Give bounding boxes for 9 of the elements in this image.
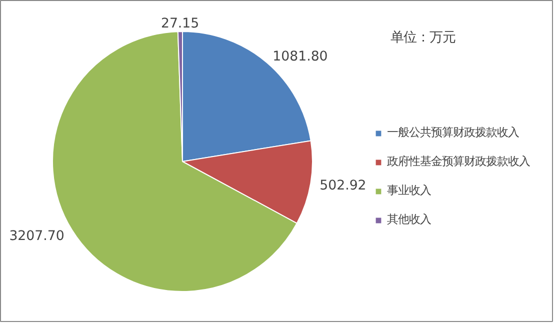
data-label: 27.15 [160,16,200,32]
text: 单位：万元 [390,30,456,46]
legend-label: 事业收入 [387,183,431,198]
data-label: 1081.80 [272,50,328,65]
legend-label: 一般公共预算财政拨款收入 [387,125,519,140]
legend-label: 政府性基金预算财政拨款收入 [387,154,530,169]
data-label: 3207.70 [9,228,64,244]
legend-label: 其他收入 [387,212,431,227]
data-label: 502.92 [320,178,366,194]
